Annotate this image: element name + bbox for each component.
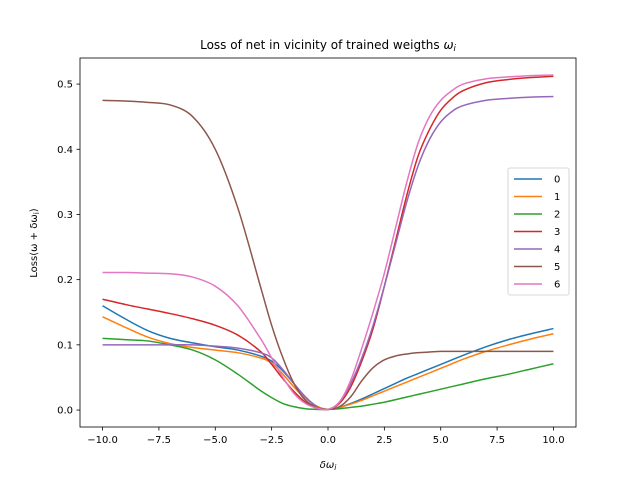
y-tick-label: 0.3	[57, 210, 73, 221]
legend-label-5: 5	[554, 262, 560, 273]
series-line-1	[102, 316, 554, 411]
y-tick-label: 0.2	[57, 275, 73, 286]
y-tick-label: 0.0	[57, 406, 73, 417]
x-axis-ticks: −10.0 −7.5 −5.0 −2.5 0.0 2.5 5.0 7.5 10.0	[87, 427, 565, 446]
x-axis-label: δωi	[320, 460, 338, 472]
legend: 0 1 2 3 4 5 6	[507, 167, 570, 296]
series-line-5	[102, 99, 554, 411]
legend-label-3: 3	[554, 227, 560, 238]
y-tick-label: 0.1	[57, 340, 73, 351]
y-tick-label: 0.4	[57, 145, 73, 156]
chart-title: Loss of net in vicinity of trained weigt…	[200, 38, 456, 54]
legend-label-4: 4	[554, 245, 560, 256]
legend-label-6: 6	[554, 280, 560, 291]
x-tick-label: 0.0	[320, 435, 336, 446]
series-line-6	[102, 74, 554, 411]
series-line-3	[102, 75, 554, 411]
x-tick-label: −10.0	[87, 435, 118, 446]
legend-label-1: 1	[554, 192, 560, 203]
x-tick-label: −7.5	[147, 435, 171, 446]
legend-label-0: 0	[554, 175, 560, 186]
x-tick-label: 10.0	[542, 435, 564, 446]
x-tick-label: −5.0	[203, 435, 227, 446]
y-axis-label: Loss(ω + δωi)	[29, 208, 41, 278]
x-tick-label: 7.5	[489, 435, 505, 446]
series-line-2	[102, 337, 554, 411]
y-axis-ticks: 0.0 0.1 0.2 0.3 0.4 0.5	[57, 80, 80, 417]
y-tick-label: 0.5	[57, 80, 73, 91]
legend-label-2: 2	[554, 210, 560, 221]
plot-lines	[102, 74, 554, 411]
x-tick-label: 2.5	[376, 435, 392, 446]
x-tick-label: −2.5	[259, 435, 283, 446]
x-tick-label: 5.0	[433, 435, 449, 446]
